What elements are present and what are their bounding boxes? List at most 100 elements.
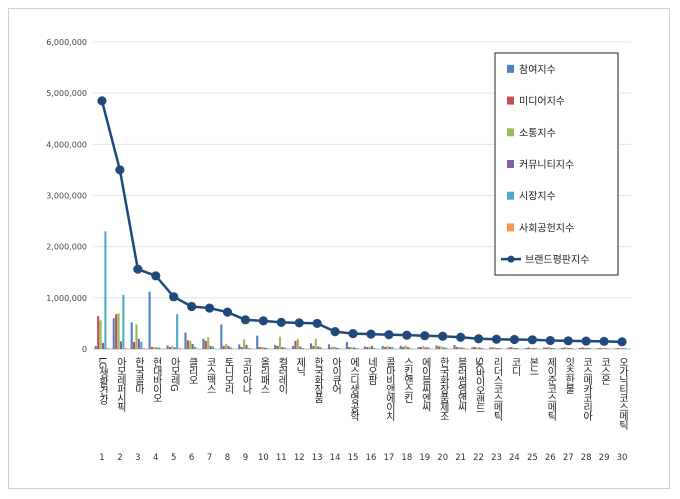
- bar: [155, 347, 158, 349]
- category-index: 27: [563, 453, 574, 463]
- line-point: [204, 303, 215, 313]
- bar: [247, 347, 250, 349]
- bar: [473, 346, 476, 349]
- bar: [220, 324, 223, 349]
- legend-label: 미디어지수: [519, 96, 565, 108]
- legend-swatch: [507, 191, 514, 200]
- bar: [512, 347, 515, 349]
- legend-label: 소통지수: [519, 127, 556, 139]
- bar: [332, 346, 335, 349]
- bar: [292, 345, 295, 349]
- category-index: 2: [117, 453, 122, 463]
- bar: [327, 344, 330, 349]
- brand-index-line: [97, 96, 627, 347]
- bar: [150, 346, 154, 349]
- bar: [191, 343, 194, 349]
- bar: [168, 346, 171, 349]
- category-label: 에스디생명공학: [348, 357, 360, 422]
- line-point: [366, 329, 376, 339]
- category-index: 28: [581, 453, 592, 463]
- bar: [543, 347, 546, 349]
- bar: [240, 346, 243, 349]
- bar: [173, 347, 176, 349]
- bar: [608, 348, 611, 349]
- line-point: [240, 315, 251, 325]
- bar: [626, 348, 629, 349]
- bar: [101, 342, 105, 349]
- category-index: 10: [258, 453, 269, 463]
- chart-frame: 0 1,000,000 2,000,000 3,000,000 4,000,000 5,0…: [8, 8, 670, 489]
- bar: [388, 346, 391, 349]
- y-tick-label: 4,000,000: [46, 140, 87, 149]
- legend-swatch: [507, 160, 514, 168]
- bar: [601, 347, 604, 349]
- bar: [317, 346, 320, 349]
- bar: [496, 347, 499, 349]
- bar: [171, 345, 174, 349]
- bar: [411, 348, 414, 349]
- bar: [606, 348, 609, 349]
- line-point: [545, 335, 555, 346]
- line-point: [330, 327, 340, 337]
- line-point: [115, 165, 125, 175]
- category-index: 21: [455, 453, 466, 463]
- bar: [232, 348, 235, 349]
- bar: [117, 313, 120, 349]
- bar: [590, 348, 594, 349]
- bar: [509, 346, 512, 349]
- bar: [442, 347, 445, 349]
- bar: [507, 347, 510, 349]
- y-tick-label: 0: [82, 345, 87, 354]
- bar: [281, 346, 284, 349]
- bar: [501, 348, 504, 349]
- bar: [596, 348, 599, 349]
- bar: [335, 347, 338, 349]
- y-tick-label: 5,000,000: [46, 89, 87, 98]
- line-point: [133, 264, 143, 274]
- bar: [519, 348, 522, 349]
- bar: [296, 338, 299, 349]
- category-index: 6: [189, 453, 194, 463]
- category-label: 아이큐어: [330, 357, 342, 395]
- bar: [424, 347, 427, 349]
- bar: [243, 339, 246, 349]
- category-label: 코스온: [599, 357, 611, 385]
- bar: [614, 348, 617, 349]
- bar: [142, 347, 145, 349]
- category-label: 콜마비앤에이치: [383, 357, 395, 422]
- bar: [194, 346, 197, 349]
- bar: [498, 347, 501, 349]
- category-label: 오가닉티코스메틱: [617, 357, 629, 431]
- bar: [404, 345, 407, 349]
- bar: [399, 345, 402, 349]
- bar: [573, 348, 576, 349]
- bar: [184, 332, 187, 349]
- bar: [227, 345, 230, 349]
- category-label: 코디: [509, 357, 521, 377]
- bar: [422, 345, 425, 349]
- bar: [478, 347, 481, 349]
- bar: [619, 347, 622, 349]
- legend-label: 커뮤니티지수: [519, 159, 574, 171]
- bar: [202, 338, 205, 349]
- line-point: [294, 318, 304, 328]
- bar: [339, 348, 342, 349]
- category-index: 25: [527, 453, 538, 463]
- bar: [345, 341, 348, 349]
- bar: [563, 347, 566, 349]
- category-label: 블러썸엠앤씨: [455, 357, 467, 412]
- bar: [525, 347, 528, 349]
- category-index: 15: [348, 453, 359, 463]
- line-point: [581, 336, 591, 346]
- bar: [309, 343, 313, 349]
- bar: [604, 348, 607, 349]
- legend-swatch: [507, 64, 514, 73]
- bar: [386, 345, 389, 349]
- line-point: [276, 317, 286, 327]
- category-label: 코스맥스: [204, 357, 216, 393]
- category-index: 3: [135, 453, 140, 463]
- category-label: 현대바이오: [150, 357, 162, 402]
- bar: [381, 345, 384, 349]
- bar: [402, 346, 405, 349]
- bar: [209, 345, 212, 349]
